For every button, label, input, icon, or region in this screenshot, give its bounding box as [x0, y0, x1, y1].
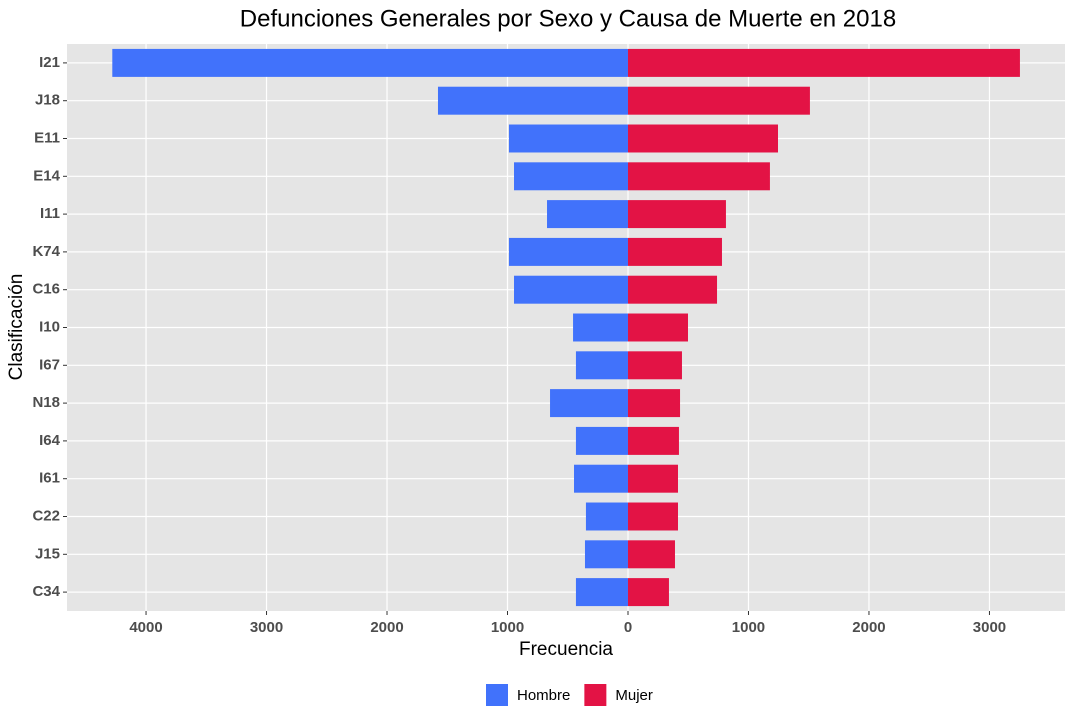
- bar: [575, 351, 628, 380]
- bar: [627, 237, 722, 266]
- x-tick-label: 2000: [852, 619, 885, 636]
- bar: [627, 426, 679, 455]
- bar: [627, 275, 718, 304]
- bar: [627, 540, 675, 569]
- bar: [508, 237, 628, 266]
- legend-label: Hombre: [517, 687, 570, 704]
- bar: [627, 48, 1020, 77]
- x-tick-label: 1000: [491, 619, 524, 636]
- x-tick-label: 1000: [732, 619, 765, 636]
- y-tick-label: J18: [35, 92, 60, 109]
- y-tick-label: C22: [32, 507, 60, 524]
- bar: [584, 540, 628, 569]
- bar: [627, 124, 778, 153]
- y-tick-label: C16: [32, 281, 60, 298]
- y-tick-label: E14: [33, 167, 60, 184]
- x-tick-label: 0: [624, 619, 632, 636]
- bar: [573, 313, 628, 342]
- bar: [112, 48, 628, 77]
- bar: [627, 578, 669, 607]
- bar: [627, 464, 678, 493]
- bar: [627, 502, 678, 531]
- bar: [627, 162, 770, 191]
- bar: [575, 426, 628, 455]
- bar: [574, 464, 628, 493]
- bar: [627, 200, 726, 229]
- bar: [514, 275, 628, 304]
- legend-swatch: [486, 684, 508, 706]
- y-tick-label: I21: [39, 54, 60, 71]
- y-tick-label: I67: [39, 356, 60, 373]
- y-tick-label: I64: [39, 432, 61, 449]
- y-tick-label: I11: [40, 205, 60, 222]
- y-tick-label: C34: [32, 583, 60, 600]
- bar: [550, 389, 628, 418]
- x-axis-title: Frecuencia: [519, 639, 613, 660]
- bar: [575, 578, 628, 607]
- x-tick-label: 3000: [973, 619, 1006, 636]
- bar: [437, 86, 628, 115]
- bar: [585, 502, 628, 531]
- chart-title: Defunciones Generales por Sexo y Causa d…: [240, 5, 896, 32]
- x-tick-label: 4000: [129, 619, 162, 636]
- bar: [508, 124, 628, 153]
- bar: [627, 313, 688, 342]
- x-tick-label: 2000: [370, 619, 403, 636]
- y-tick-label: K74: [32, 243, 60, 260]
- y-tick-label: I61: [39, 470, 60, 487]
- y-tick-label: I10: [39, 318, 60, 335]
- bar: [627, 86, 810, 115]
- y-tick-label: J15: [35, 545, 60, 562]
- y-axis-title: Clasificación: [6, 274, 27, 381]
- y-tick-label: N18: [32, 394, 60, 411]
- legend-label: Mujer: [615, 687, 653, 704]
- bar: [514, 162, 628, 191]
- bar: [627, 389, 681, 418]
- legend-swatch: [584, 684, 607, 706]
- bar: [547, 200, 628, 229]
- bar: [627, 351, 682, 380]
- x-tick-label: 3000: [250, 619, 283, 636]
- y-tick-label: E11: [34, 129, 60, 146]
